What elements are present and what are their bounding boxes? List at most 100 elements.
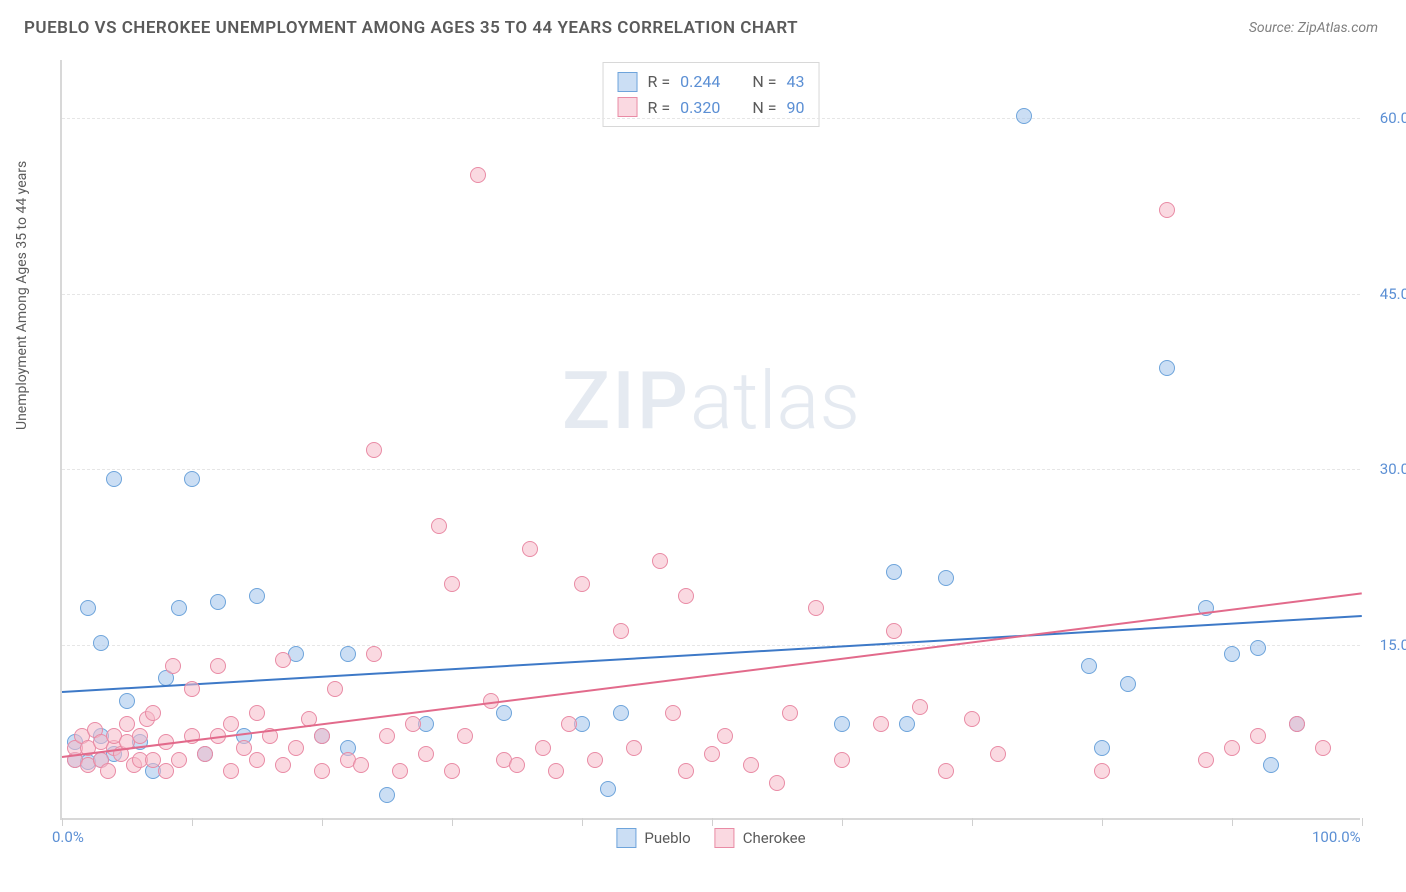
data-point	[873, 716, 889, 732]
chart-title: PUEBLO VS CHEROKEE UNEMPLOYMENT AMONG AG…	[24, 18, 798, 38]
x-tick-label: 0.0%	[52, 828, 84, 846]
x-tick	[842, 818, 843, 826]
y-tick-label: 60.0%	[1380, 109, 1406, 127]
x-tick	[452, 818, 453, 826]
y-tick-label: 45.0%	[1380, 285, 1406, 303]
data-point	[1224, 740, 1240, 756]
legend-item-cherokee: Cherokee	[715, 828, 806, 848]
data-point	[1250, 728, 1266, 744]
trend-line	[62, 615, 1362, 693]
data-point	[704, 746, 720, 762]
data-point	[587, 752, 603, 768]
data-point	[119, 716, 135, 732]
data-point	[717, 728, 733, 744]
x-tick	[192, 818, 193, 826]
data-point	[405, 716, 421, 732]
data-point	[288, 740, 304, 756]
data-point	[613, 705, 629, 721]
data-point	[1315, 740, 1331, 756]
series-legend: Pueblo Cherokee	[616, 828, 805, 848]
x-tick	[712, 818, 713, 826]
data-point	[1198, 752, 1214, 768]
data-point	[392, 763, 408, 779]
gridline	[62, 469, 1360, 470]
data-point	[119, 693, 135, 709]
data-point	[93, 635, 109, 651]
data-point	[990, 746, 1006, 762]
x-tick	[62, 818, 63, 826]
data-point	[626, 740, 642, 756]
x-tick	[1232, 818, 1233, 826]
data-point	[1224, 646, 1240, 662]
legend-swatch-icon	[715, 828, 735, 848]
data-point	[210, 594, 226, 610]
x-tick	[582, 818, 583, 826]
data-point	[678, 588, 694, 604]
data-point	[327, 681, 343, 697]
data-point	[886, 564, 902, 580]
x-tick	[322, 818, 323, 826]
data-point	[665, 705, 681, 721]
data-point	[1081, 658, 1097, 674]
plot-area: ZIPatlas R = 0.244 N = 43 R = 0.320 N = …	[60, 60, 1360, 820]
gridline	[62, 645, 1360, 646]
legend-swatch-cherokee	[618, 97, 638, 117]
chart-container: ZIPatlas R = 0.244 N = 43 R = 0.320 N = …	[60, 60, 1360, 820]
data-point	[249, 588, 265, 604]
correlation-legend: R = 0.244 N = 43 R = 0.320 N = 90	[603, 62, 820, 127]
legend-row-pueblo: R = 0.244 N = 43	[618, 69, 805, 95]
x-tick	[1362, 818, 1363, 826]
data-point	[600, 781, 616, 797]
data-point	[912, 699, 928, 715]
data-point	[938, 763, 954, 779]
data-point	[964, 711, 980, 727]
data-point	[340, 646, 356, 662]
data-point	[379, 787, 395, 803]
data-point	[275, 757, 291, 773]
legend-item-pueblo: Pueblo	[616, 828, 690, 848]
data-point	[678, 763, 694, 779]
data-point	[210, 658, 226, 674]
data-point	[1289, 716, 1305, 732]
data-point	[184, 471, 200, 487]
data-point	[938, 570, 954, 586]
legend-swatch-icon	[616, 828, 636, 848]
data-point	[782, 705, 798, 721]
data-point	[444, 576, 460, 592]
x-tick	[972, 818, 973, 826]
x-tick-label: 100.0%	[1312, 828, 1361, 846]
data-point	[145, 752, 161, 768]
data-point	[314, 763, 330, 779]
data-point	[522, 541, 538, 557]
source-attribution: Source: ZipAtlas.com	[1249, 20, 1378, 36]
data-point	[1263, 757, 1279, 773]
data-point	[223, 763, 239, 779]
data-point	[1120, 676, 1136, 692]
data-point	[1159, 202, 1175, 218]
data-point	[808, 600, 824, 616]
data-point	[100, 763, 116, 779]
data-point	[561, 716, 577, 732]
legend-swatch-pueblo	[618, 72, 638, 92]
data-point	[899, 716, 915, 732]
data-point	[171, 600, 187, 616]
data-point	[223, 716, 239, 732]
data-point	[366, 646, 382, 662]
data-point	[366, 442, 382, 458]
data-point	[431, 518, 447, 534]
data-point	[249, 752, 265, 768]
data-point	[249, 705, 265, 721]
data-point	[418, 746, 434, 762]
y-tick-label: 15.0%	[1380, 636, 1406, 654]
data-point	[80, 600, 96, 616]
data-point	[353, 757, 369, 773]
data-point	[236, 740, 252, 756]
data-point	[496, 705, 512, 721]
data-point	[1016, 108, 1032, 124]
x-tick	[1102, 818, 1103, 826]
data-point	[470, 167, 486, 183]
data-point	[197, 746, 213, 762]
y-axis-label: Unemployment Among Ages 35 to 44 years	[14, 161, 30, 430]
legend-row-cherokee: R = 0.320 N = 90	[618, 95, 805, 121]
data-point	[1159, 360, 1175, 376]
